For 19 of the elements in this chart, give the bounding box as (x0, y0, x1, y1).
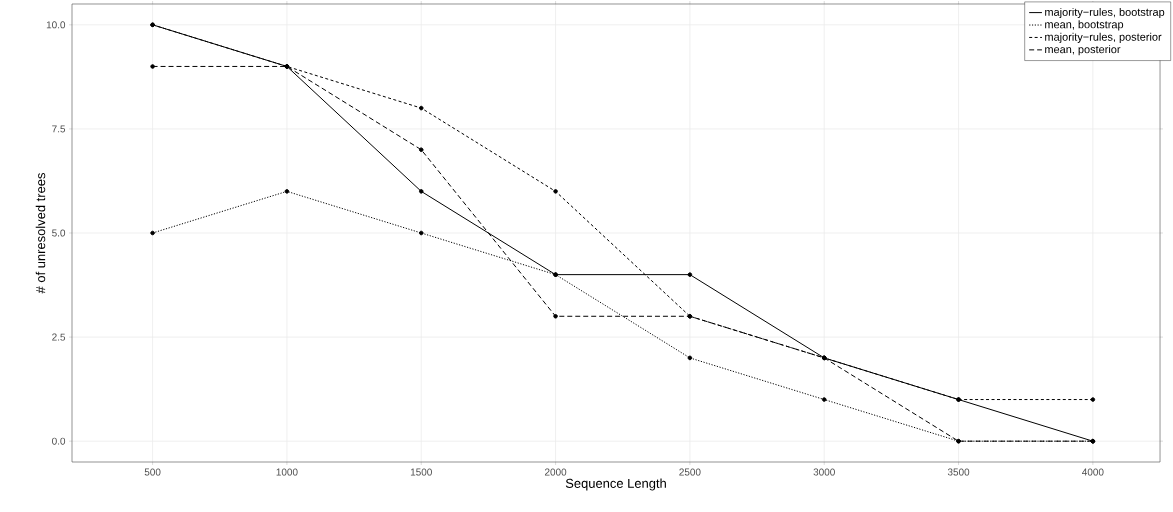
y-axis-title: # of unresolved trees (35, 173, 46, 294)
legend-label: mean, bootstrap (1045, 20, 1124, 31)
x-tick-label: 1500 (410, 468, 432, 476)
y-tick-label: 2.5 (52, 333, 66, 341)
y-tick-label: 0.0 (52, 437, 66, 445)
x-axis-title: Sequence Length (565, 478, 666, 491)
legend-label: majority−rules, posterior (1045, 32, 1162, 43)
x-tick-label: 1000 (276, 468, 298, 476)
y-tick-label: 7.5 (52, 125, 66, 133)
x-tick-label: 2000 (544, 468, 567, 476)
x-tick-label: 500 (144, 468, 161, 476)
x-tick-label: 2500 (679, 468, 701, 476)
legend-label: mean, posterior (1045, 45, 1121, 56)
x-tick-label: 3500 (947, 468, 970, 476)
x-tick-label: 3000 (813, 468, 835, 476)
legend-label: majority−rules, bootstrap (1045, 7, 1165, 19)
y-tick-label: 5.0 (52, 229, 66, 237)
y-tick-label: 10.0 (46, 21, 66, 29)
x-tick-label: 4000 (1082, 468, 1104, 476)
